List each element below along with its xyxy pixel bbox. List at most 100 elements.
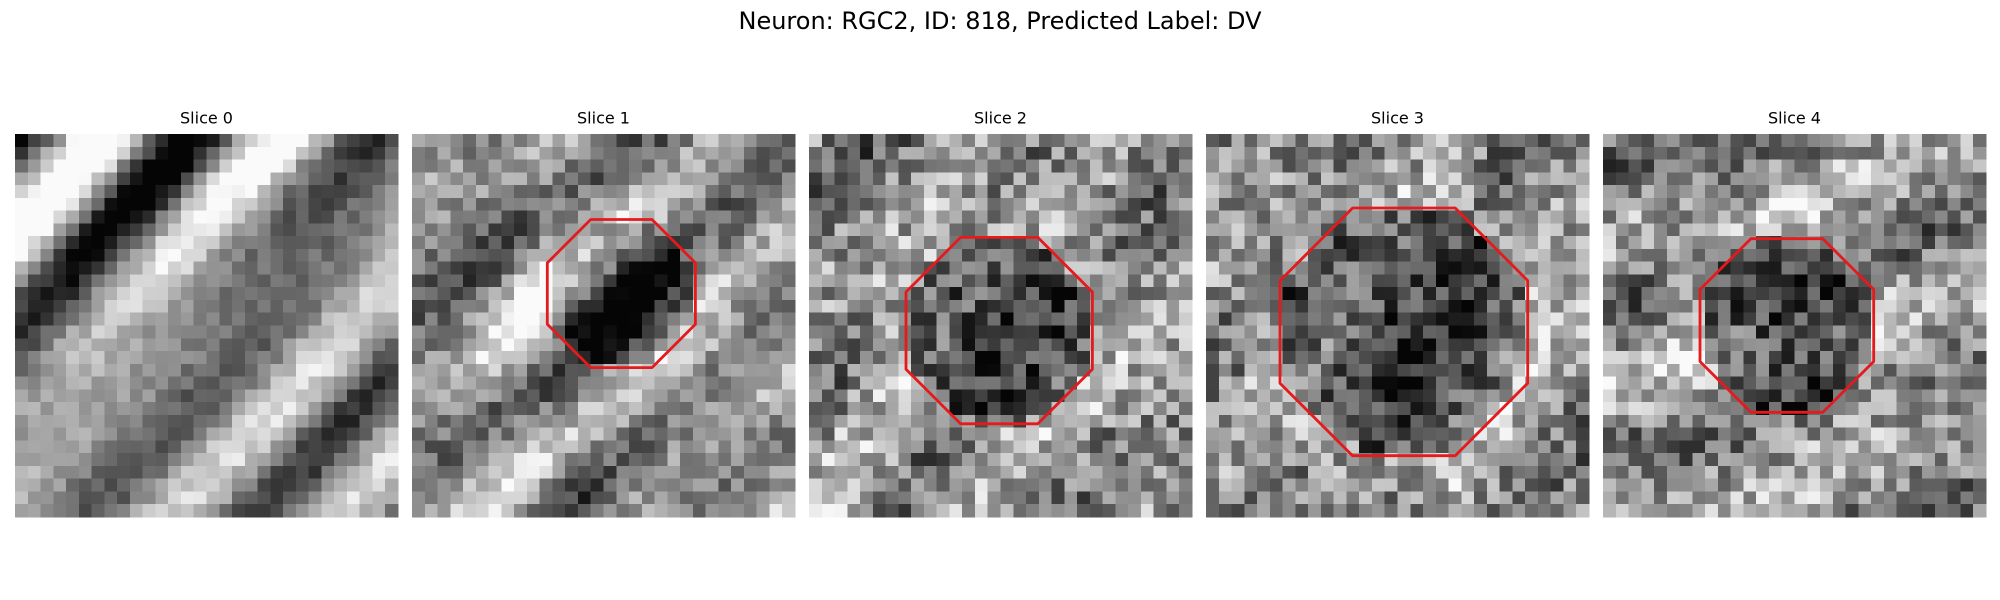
pixel bbox=[782, 389, 796, 403]
pixel bbox=[270, 453, 284, 467]
pixel bbox=[334, 159, 348, 173]
pixel bbox=[129, 325, 144, 339]
pixel bbox=[155, 363, 169, 378]
pixel bbox=[898, 248, 912, 263]
pixel bbox=[295, 402, 310, 416]
pixel bbox=[514, 440, 528, 454]
pixel bbox=[847, 261, 861, 276]
pixel bbox=[1845, 504, 1859, 518]
pixel bbox=[1333, 351, 1348, 365]
pixel bbox=[412, 223, 426, 237]
pixel bbox=[1576, 338, 1590, 352]
pixel bbox=[1269, 465, 1284, 480]
pixel bbox=[782, 236, 796, 250]
pixel bbox=[718, 134, 732, 148]
pixel bbox=[847, 236, 861, 250]
pixel bbox=[860, 376, 874, 390]
pixel bbox=[667, 261, 681, 276]
pixel bbox=[872, 402, 887, 416]
pixel bbox=[1781, 325, 1796, 339]
pixel bbox=[539, 478, 554, 493]
pixel bbox=[475, 159, 490, 173]
pixel bbox=[1730, 478, 1745, 493]
pixel bbox=[1089, 427, 1104, 441]
pixel bbox=[359, 223, 374, 237]
pixel bbox=[475, 248, 490, 263]
pixel bbox=[1537, 210, 1552, 224]
pixel bbox=[629, 363, 643, 378]
pixel bbox=[1615, 223, 1630, 237]
pixel bbox=[1666, 146, 1681, 161]
pixel bbox=[1000, 146, 1014, 161]
pixel bbox=[847, 389, 861, 403]
pixel bbox=[180, 427, 195, 441]
pixel bbox=[1666, 504, 1681, 518]
pixel bbox=[936, 236, 951, 250]
pixel bbox=[1038, 185, 1053, 199]
pixel bbox=[1781, 376, 1796, 390]
pixel bbox=[1179, 274, 1193, 288]
pixel bbox=[1820, 389, 1834, 403]
pixel bbox=[1026, 312, 1040, 327]
pixel bbox=[385, 504, 399, 518]
pixel bbox=[1282, 210, 1296, 224]
pixel bbox=[987, 402, 1002, 416]
pixel bbox=[1909, 197, 1923, 212]
pixel bbox=[1756, 185, 1770, 199]
pixel bbox=[539, 427, 554, 441]
pixel bbox=[1615, 236, 1630, 250]
pixel bbox=[731, 274, 745, 288]
pixel bbox=[346, 134, 361, 148]
pixel bbox=[1934, 427, 1949, 441]
pixel bbox=[1115, 376, 1129, 390]
pixel bbox=[424, 376, 439, 390]
pixel bbox=[244, 325, 259, 339]
pixel bbox=[629, 338, 643, 352]
pixel bbox=[1615, 210, 1630, 224]
pixel bbox=[526, 210, 541, 224]
pixel bbox=[1832, 414, 1847, 429]
pixel bbox=[168, 210, 182, 224]
pixel bbox=[1563, 440, 1577, 454]
pixel bbox=[53, 248, 67, 263]
pixel bbox=[193, 172, 208, 186]
pixel bbox=[1768, 427, 1783, 441]
pixel bbox=[78, 287, 93, 301]
pixel bbox=[257, 478, 271, 493]
pixel bbox=[1615, 248, 1630, 263]
pixel bbox=[15, 248, 29, 263]
pixel bbox=[1666, 172, 1681, 186]
pixel bbox=[552, 453, 566, 467]
pixel bbox=[1064, 134, 1078, 148]
pixel bbox=[885, 274, 899, 288]
pixel bbox=[142, 491, 157, 505]
pixel bbox=[155, 453, 169, 467]
pixel bbox=[769, 440, 783, 454]
pixel bbox=[1461, 287, 1475, 301]
pixel bbox=[1179, 210, 1193, 224]
pixel bbox=[1871, 414, 1885, 429]
pixel bbox=[692, 389, 707, 403]
pixel bbox=[577, 312, 592, 327]
pixel bbox=[244, 248, 259, 263]
pixel bbox=[1883, 427, 1898, 441]
pixel bbox=[1832, 299, 1847, 314]
pixel bbox=[1295, 338, 1309, 352]
pixel bbox=[206, 185, 220, 199]
pixel bbox=[1794, 389, 1808, 403]
pixel bbox=[974, 134, 989, 148]
pixel bbox=[1563, 376, 1577, 390]
pixel bbox=[1410, 414, 1424, 429]
pixel bbox=[1576, 159, 1590, 173]
pixel bbox=[1128, 185, 1142, 199]
pixel bbox=[1115, 465, 1129, 480]
pixel bbox=[1102, 146, 1116, 161]
pixel bbox=[1371, 389, 1386, 403]
pixel bbox=[565, 440, 579, 454]
pixel bbox=[1218, 274, 1233, 288]
pixel bbox=[514, 146, 528, 161]
pixel bbox=[872, 248, 887, 263]
pixel bbox=[463, 402, 477, 416]
pixel bbox=[1730, 248, 1745, 263]
pixel bbox=[1115, 248, 1129, 263]
